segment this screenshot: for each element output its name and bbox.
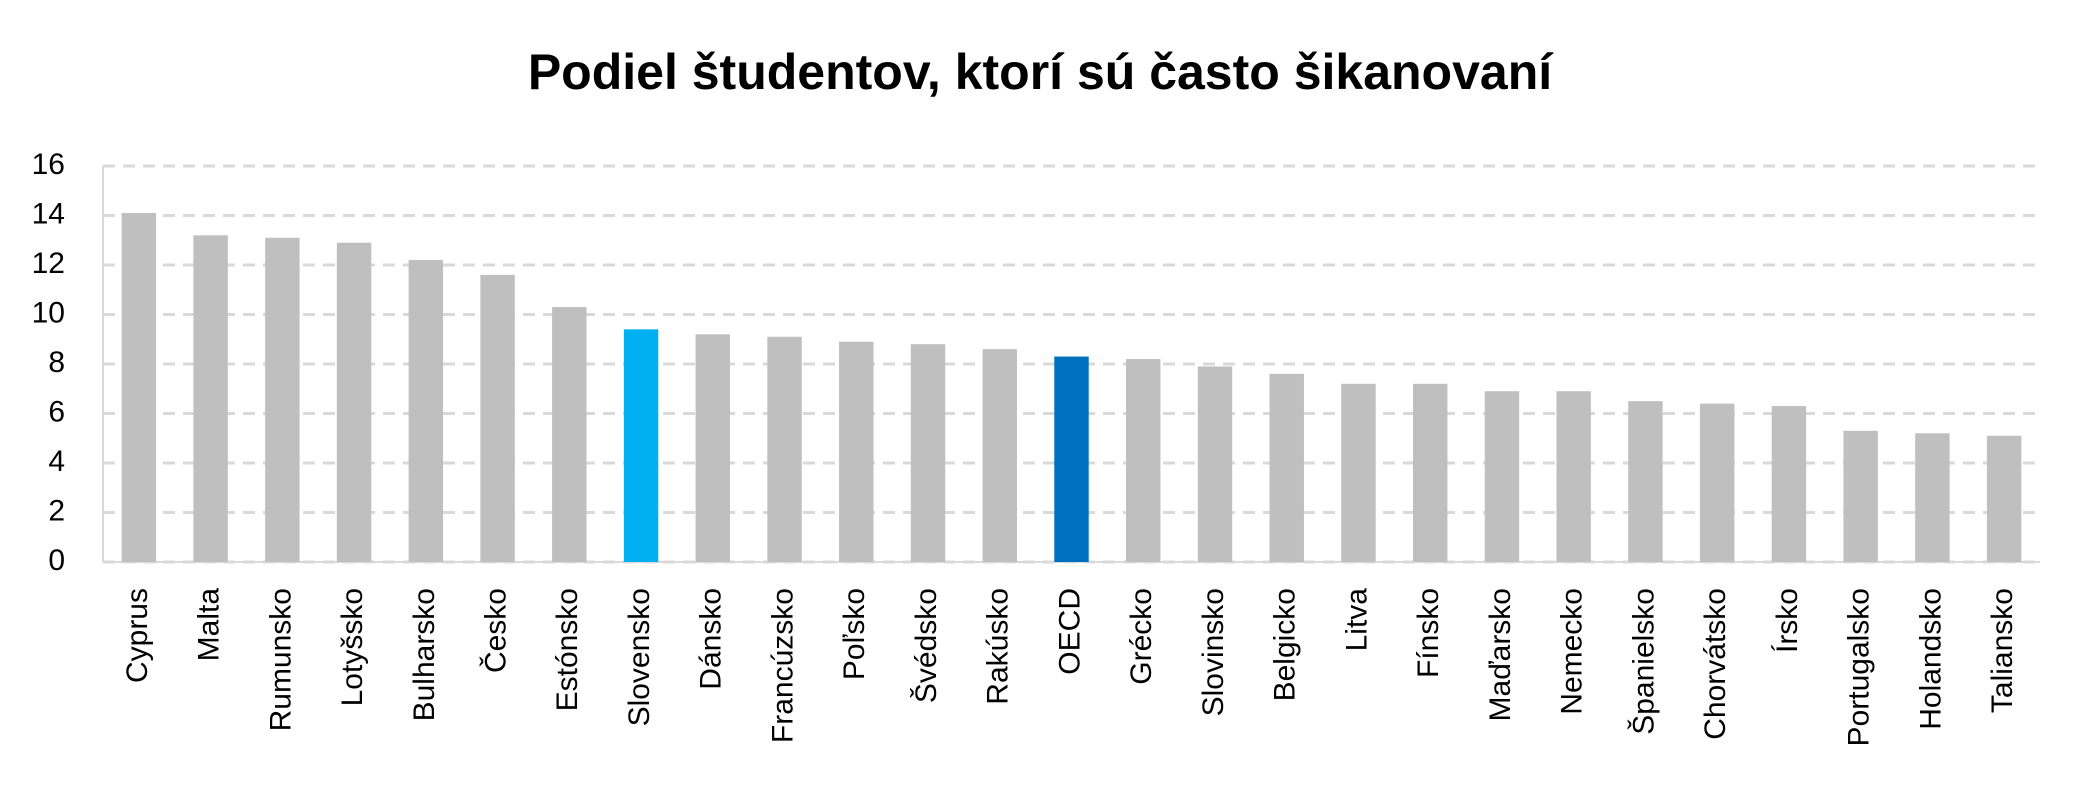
bar [839,341,874,562]
bar [552,307,587,562]
bar [1412,383,1448,562]
bar [1269,373,1304,562]
bar [1341,383,1376,562]
y-tick-label: 16 [32,148,65,181]
y-tick-label: 6 [48,395,65,428]
y-tick-label: 4 [48,445,65,478]
x-tick-label: Poľsko [838,588,871,680]
bar [1054,356,1089,562]
x-tick-label: Portugalsko [1843,588,1876,746]
x-tick-label: Rumunsko [264,588,297,731]
bar [1197,366,1233,562]
bar [1771,406,1807,562]
x-tick-label: Švédsko [909,588,943,703]
x-tick-label: OECD [1053,588,1086,675]
x-tick-label: Belgicko [1269,588,1302,701]
x-tick-label: Litva [1340,588,1373,652]
x-tick-label: Česko [478,588,512,673]
y-tick-label: 2 [48,494,65,527]
bar [193,235,228,563]
x-tick-label: Estónsko [551,588,584,711]
chart-title: Podiel študentov, ktorí sú často šikanov… [528,44,1554,100]
x-tick-label: Bulharsko [408,588,441,721]
x-tick-label: Rakúsko [982,588,1015,705]
bar [1843,430,1878,562]
x-tick-label: Maďarsko [1484,588,1517,721]
x-tick-label: Francúzsko [766,588,799,743]
x-tick-label: Írsko [1771,588,1804,653]
y-tick-label: 12 [32,247,65,280]
x-tick-label: Taliansko [1986,588,2019,713]
y-tick-label: 14 [32,197,65,230]
bar [1915,433,1950,562]
bar [1628,401,1663,562]
y-tick-label: 8 [48,346,65,379]
bar [408,260,444,562]
bar [121,213,157,562]
x-tick-label: Cyprus [121,588,154,683]
bar [910,344,946,562]
bar [265,237,300,562]
bar [1699,403,1735,562]
bar [695,334,731,562]
x-tick-label: Holandsko [1914,588,1947,730]
x-tick-label: Španielsko [1626,588,1660,735]
bar [1484,391,1520,562]
x-tick-label: Dánsko [695,588,728,690]
x-tick-label: Slovensko [623,588,656,726]
x-tick-label: Nemecko [1556,588,1589,715]
bar [480,274,515,562]
x-tick-label: Chorvátsko [1699,588,1732,740]
x-tick-label: Slovinsko [1197,588,1230,716]
y-tick-label: 10 [32,296,65,329]
bar [767,336,802,562]
bar [1126,359,1161,562]
y-tick-label: 0 [48,544,65,577]
bar [982,349,1017,562]
x-tick-label: Lotyšsko [336,588,369,706]
bar [1986,435,2022,562]
x-tick-label: Grécko [1125,588,1158,685]
bar [336,242,372,562]
x-tick-label: Malta [193,588,226,662]
bar [623,329,659,562]
x-tick-label: Fínsko [1412,588,1445,678]
bar [1556,391,1591,562]
